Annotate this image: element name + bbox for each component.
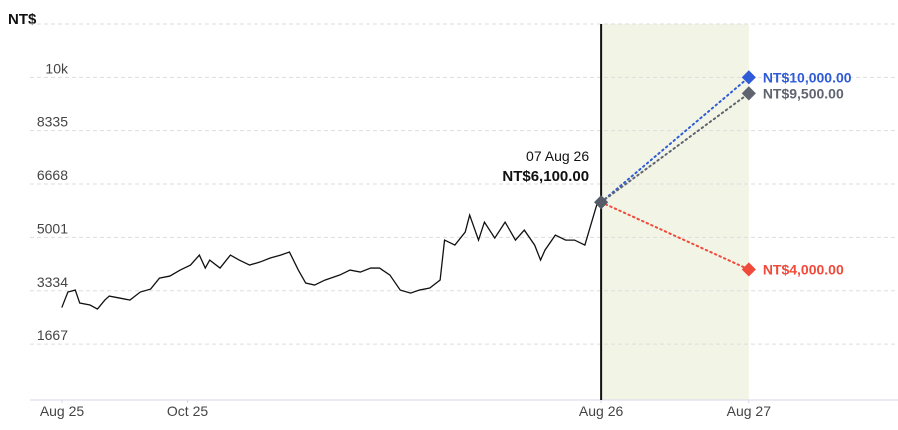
target-label: NT$10,000.00	[763, 69, 852, 85]
target-marker	[741, 86, 756, 101]
forecast-region	[601, 24, 749, 400]
forecast-line	[600, 92, 750, 204]
annotation-date: 07 Aug 26	[526, 148, 589, 164]
target-label: NT$9,500.00	[763, 85, 844, 101]
y-tick-label: 10k	[45, 60, 69, 76]
y-tick-label: 1667	[37, 327, 68, 343]
price-line	[61, 201, 602, 310]
current-marker	[594, 195, 609, 210]
x-tick-label: Oct 25	[167, 403, 208, 419]
x-tick-label: Aug 27	[727, 403, 772, 419]
annotation-value: NT$6,100.00	[502, 168, 589, 185]
target-marker	[741, 262, 756, 277]
x-tick-label: Aug 25	[40, 403, 85, 419]
y-tick-label: 6668	[37, 167, 68, 183]
forecast-line	[600, 201, 750, 271]
x-tick-label: Aug 26	[579, 403, 624, 419]
y-tick-label: 5001	[37, 220, 68, 236]
target-marker	[741, 70, 756, 85]
forecast-line	[600, 76, 750, 204]
y-tick-label: 3334	[37, 274, 68, 290]
y-axis-label: NT$	[8, 11, 37, 28]
y-tick-label: 8335	[37, 114, 68, 130]
target-label: NT$4,000.00	[763, 261, 844, 277]
